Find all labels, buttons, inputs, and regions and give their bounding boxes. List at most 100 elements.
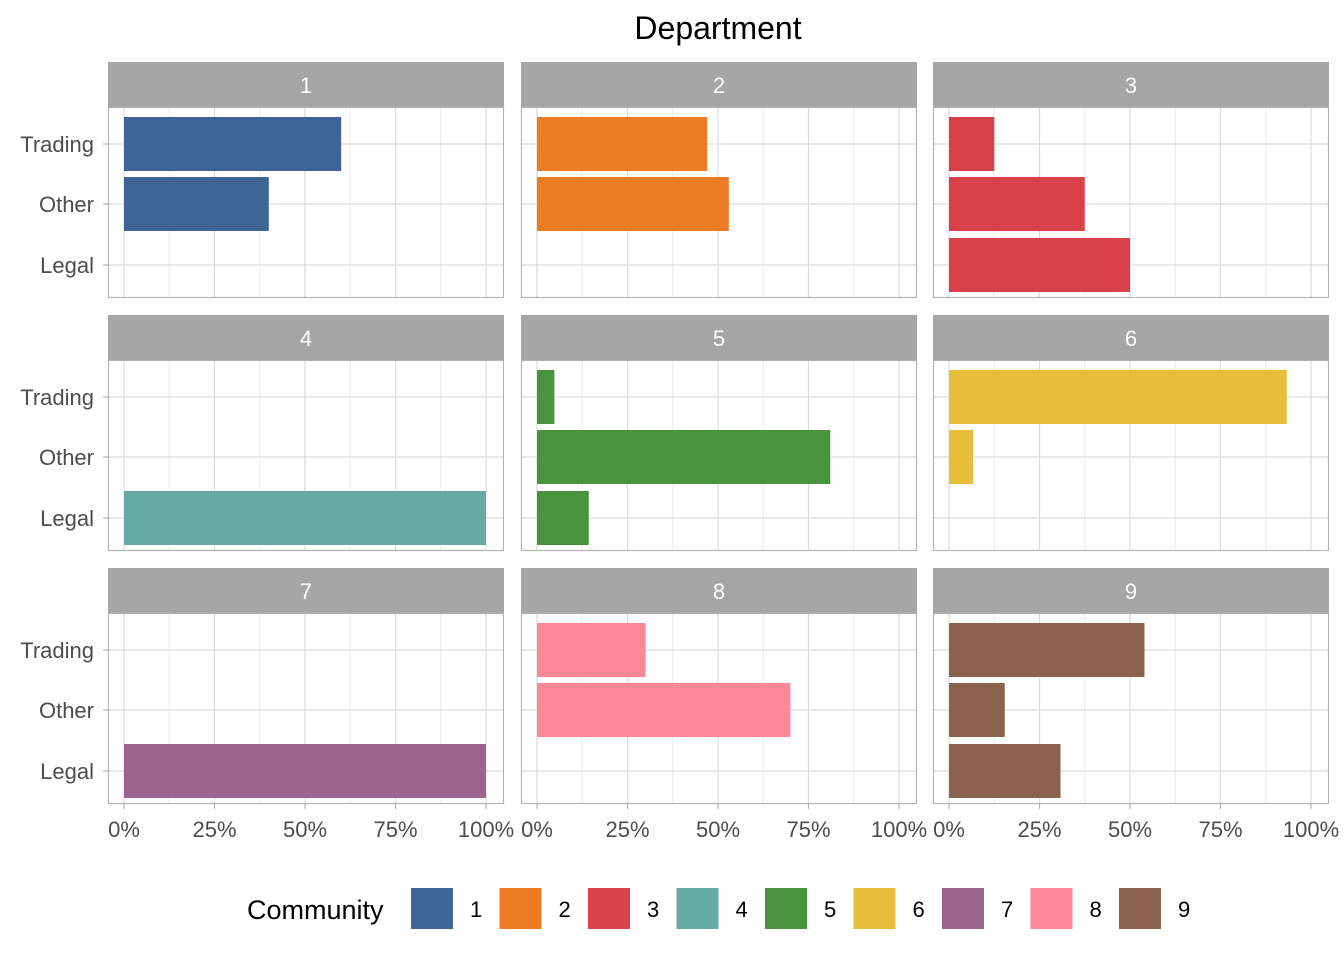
- y-tick-label: Legal: [40, 506, 94, 531]
- x-tick-label: 25%: [605, 817, 649, 842]
- y-tick-label: Legal: [40, 253, 94, 278]
- facet-strip: [933, 568, 1329, 613]
- bar-6-trading: [949, 370, 1287, 424]
- legend-key-2: [499, 888, 542, 929]
- x-tick-label: 25%: [192, 817, 236, 842]
- facet-border: [932, 106, 1330, 299]
- legend-label-8: 8: [1090, 897, 1102, 922]
- x-tick-label: 50%: [283, 817, 327, 842]
- facet-strip-label: 6: [1125, 326, 1137, 351]
- x-tick-label: 75%: [373, 817, 417, 842]
- legend-key-9: [1119, 888, 1161, 929]
- bar-9-trading: [949, 623, 1145, 677]
- chart-title: Department: [634, 10, 801, 46]
- facet-strip: [933, 315, 1329, 360]
- facet-strip-label: 2: [713, 73, 725, 98]
- y-tick-label: Other: [39, 698, 94, 723]
- bar-5-other: [537, 430, 831, 484]
- x-tick-label: 75%: [1198, 817, 1242, 842]
- facet-strip-label: 5: [713, 326, 725, 351]
- bar-3-trading: [949, 117, 995, 171]
- facet-border: [520, 359, 918, 552]
- legend-key-5: [765, 888, 807, 929]
- x-tick-label: 75%: [786, 817, 830, 842]
- x-tick-label: 50%: [696, 817, 740, 842]
- legend-label-9: 9: [1178, 897, 1190, 922]
- facet-panel-2: 2: [520, 62, 918, 299]
- facet-strip: [521, 568, 917, 613]
- bar-9-legal: [949, 744, 1061, 798]
- facet-border: [107, 612, 505, 805]
- legend-label-3: 3: [647, 897, 659, 922]
- facet-panel-9: 9 0% 25% 50% 75% 100%: [932, 568, 1339, 842]
- facet-panel-5: 5: [520, 315, 918, 552]
- x-tick-label: 0%: [933, 817, 965, 842]
- bar-6-other: [949, 430, 974, 484]
- legend-label-6: 6: [913, 897, 925, 922]
- x-tick-label: 25%: [1017, 817, 1061, 842]
- facet-border: [107, 106, 505, 299]
- facet-strip-label: 9: [1125, 579, 1137, 604]
- y-tick-label: Trading: [20, 638, 94, 663]
- bar-3-other: [949, 177, 1085, 231]
- legend-label-7: 7: [1001, 897, 1013, 922]
- facet-border: [520, 612, 918, 805]
- y-tick-label: Trading: [20, 385, 94, 410]
- facet-panel-4: 4 Trading Other Legal: [20, 315, 505, 552]
- facet-panel-6: 6: [932, 315, 1330, 552]
- legend-key-4: [676, 888, 719, 929]
- facet-strip: [108, 62, 504, 107]
- bar-5-legal: [537, 491, 589, 545]
- facets-layer: 1 Trading Other Legal 2 3 4 Trading Other Legal 5 6…: [20, 62, 1339, 842]
- x-tick-label: 100%: [1283, 817, 1339, 842]
- legend: Community 1 2 3 4 5 6 7 8 9: [247, 888, 1190, 929]
- legend-key-3: [588, 888, 630, 929]
- bar-2-trading: [537, 117, 708, 171]
- legend-label-5: 5: [824, 897, 836, 922]
- facet-strip: [521, 62, 917, 107]
- facet-strip: [521, 315, 917, 360]
- facet-panel-3: 3: [932, 62, 1330, 299]
- y-tick-label: Other: [39, 445, 94, 470]
- bar-4-legal: [124, 491, 486, 545]
- facet-panel-1: 1 Trading Other Legal: [20, 62, 505, 299]
- facet-panel-7: 7 Trading Other Legal 0% 25% 50% 75% 100%: [20, 568, 514, 842]
- facet-strip-label: 8: [713, 579, 725, 604]
- x-tick-label: 100%: [458, 817, 514, 842]
- bar-7-legal: [124, 744, 486, 798]
- legend-label-2: 2: [559, 897, 571, 922]
- facet-border: [932, 359, 1330, 552]
- y-tick-label: Legal: [40, 759, 94, 784]
- legend-title: Community: [247, 895, 384, 925]
- facet-strip: [108, 315, 504, 360]
- facet-panel-8: 8 0% 25% 50% 75% 100%: [520, 568, 927, 842]
- legend-label-4: 4: [736, 897, 748, 922]
- bar-9-other: [949, 683, 1005, 737]
- x-tick-label: 50%: [1108, 817, 1152, 842]
- legend-key-1: [411, 888, 453, 929]
- facet-strip-label: 1: [300, 73, 312, 98]
- legend-label-1: 1: [470, 897, 482, 922]
- bar-1-other: [124, 177, 269, 231]
- facet-border: [107, 359, 505, 552]
- bar-5-trading: [537, 370, 555, 424]
- y-tick-label: Trading: [20, 132, 94, 157]
- x-tick-label: 100%: [871, 817, 927, 842]
- x-tick-label: 0%: [521, 817, 553, 842]
- facet-strip-label: 4: [300, 326, 312, 351]
- legend-key-7: [942, 888, 984, 929]
- facet-border: [932, 612, 1330, 805]
- facet-strip-label: 3: [1125, 73, 1137, 98]
- facet-strip-label: 7: [300, 579, 312, 604]
- y-tick-label: Other: [39, 192, 94, 217]
- facet-strip: [108, 568, 504, 613]
- legend-key-8: [1030, 888, 1073, 929]
- facet-strip: [933, 62, 1329, 107]
- bar-8-trading: [537, 623, 646, 677]
- bar-1-trading: [124, 117, 342, 171]
- facet-border: [520, 106, 918, 299]
- bar-2-other: [537, 177, 729, 231]
- x-tick-label: 0%: [108, 817, 140, 842]
